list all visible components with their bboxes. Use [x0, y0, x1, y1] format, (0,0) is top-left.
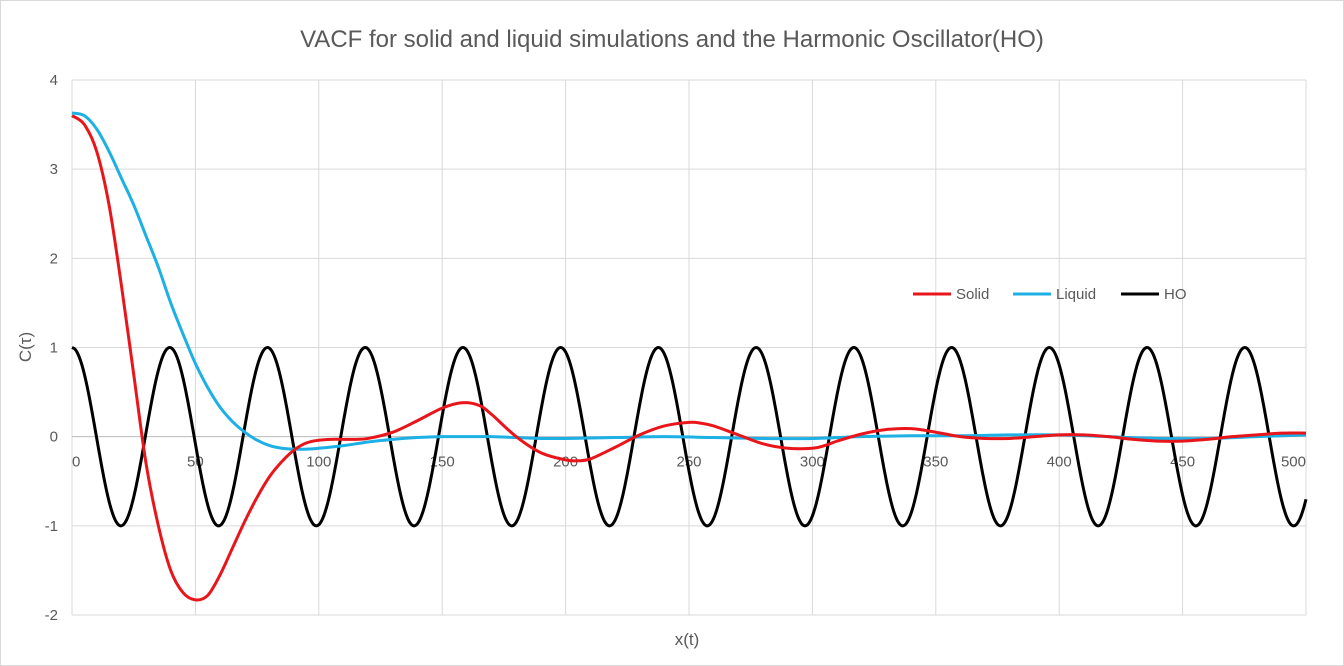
legend-label-solid: Solid — [956, 286, 989, 303]
chart-title: VACF for solid and liquid simulations an… — [300, 26, 1044, 53]
x-tick-label: 350 — [923, 454, 948, 471]
y-tick-label: 1 — [50, 340, 58, 357]
y-tick-label: 2 — [50, 250, 58, 267]
series-line-solid — [71, 114, 1307, 602]
y-tick-label: 0 — [50, 429, 58, 446]
y-tick-label: 4 — [50, 72, 58, 89]
series-line-liquid — [71, 111, 1307, 451]
y-tick-label: 3 — [50, 161, 58, 178]
x-tick-label: 400 — [1047, 454, 1072, 471]
series-layer — [71, 111, 1308, 602]
legend-label-ho: HO — [1164, 286, 1187, 303]
y-tick-label: -2 — [45, 607, 58, 624]
y-axis-label: C(τ) — [16, 332, 35, 362]
x-tick-label: 500 — [1281, 454, 1306, 471]
x-tick-label: 100 — [306, 454, 331, 471]
x-axis-label: x(t) — [675, 630, 700, 649]
x-tick-label: 250 — [676, 454, 701, 471]
x-tick-label: 0 — [72, 454, 80, 471]
series-line-ho — [71, 346, 1308, 528]
legend-label-liquid: Liquid — [1056, 286, 1096, 303]
y-tick-labels: -2 -1 0 1 2 3 4 — [45, 72, 58, 624]
x-tick-label: 300 — [800, 454, 825, 471]
y-tick-label: -1 — [45, 518, 58, 535]
gridlines — [71, 79, 1307, 616]
legend: Solid Liquid HO — [913, 286, 1187, 303]
